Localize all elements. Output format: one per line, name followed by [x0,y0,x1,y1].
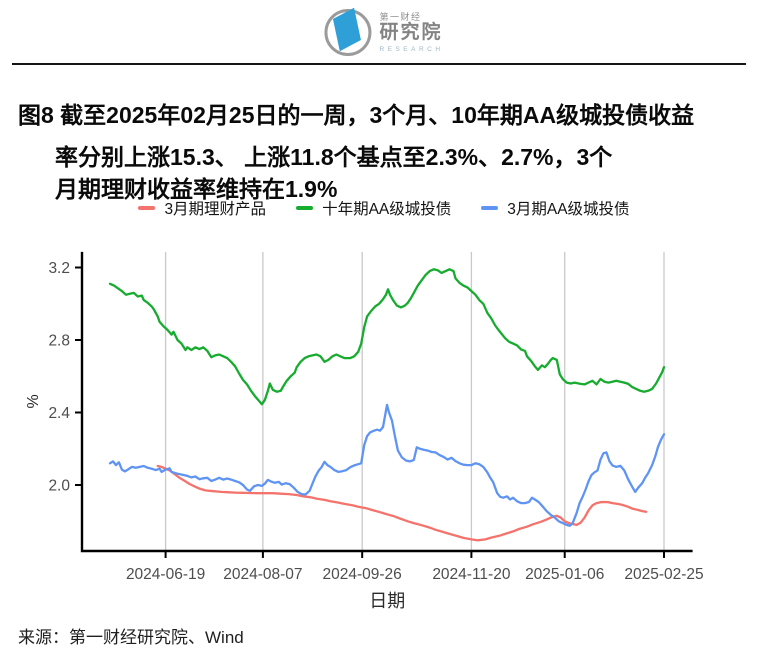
figure-title-line-3: 月期理财收益率维持在1.9% [55,176,338,202]
y-tick-label: 3.2 [48,260,70,277]
x-axis-title: 日期 [369,591,405,611]
header-divider [12,63,746,65]
legend-key-green [296,206,314,210]
axis-lines [80,251,693,553]
source-note: 来源：第一财经研究院、Wind [18,628,244,647]
legend-key-blue [481,206,499,210]
x-tick-label: 2024-09-26 [323,566,402,583]
y-tick-label: 2.8 [48,333,70,350]
logo-brand-large: 研究院 [379,22,443,44]
x-tick-label: 2024-08-07 [223,566,302,583]
figure-title-line-1: 图8 截至2025年02月25日的一周，3个月、10年期AA级城投债收益 [18,102,695,128]
logo-brand-small: 第一财经 [379,11,422,22]
legend-item-3m-bond: 3月期AA级城投债 [481,197,630,219]
legend-key-red [138,206,156,210]
series-line-3月期理财产品 [156,464,648,542]
logo-text: 第一财经 研究院 RESEARCH [379,12,443,54]
y-axis-title: % [25,394,42,408]
legend-label-3m-bond: 3月期AA级城投债 [507,201,630,218]
x-tick-label: 2024-11-20 [432,566,511,583]
legend-label-10y-bond: 十年期AA级城投债 [322,201,452,218]
figure-title-line-2: 率分别上涨15.3、 上涨11.8个基点至2.3%、2.7%，3个 [55,144,613,170]
x-tick-label: 2025-02-25 [624,566,703,583]
series-line-十年期AA级城投债 [108,268,666,406]
series-line-3月期AA级城投债 [108,403,666,527]
y-tick-label: 2.4 [48,405,70,422]
chart-legend: 3月期理财产品 十年期AA级城投债 3月期AA级城投债 [0,197,768,219]
legend-item-10y-bond: 十年期AA级城投债 [296,197,451,219]
x-tick-label: 2024-06-19 [126,566,205,583]
legend-label-licai: 3月期理财产品 [164,201,267,218]
yicai-research-logo: 第一财经 研究院 RESEARCH [324,7,443,56]
x-tick-label: 2025-01-06 [525,566,604,583]
logo-brand-en: RESEARCH [379,46,444,54]
legend-item-licai: 3月期理财产品 [138,197,266,219]
y-tick-label: 2.0 [48,478,70,495]
logo-circle-icon [324,7,372,56]
